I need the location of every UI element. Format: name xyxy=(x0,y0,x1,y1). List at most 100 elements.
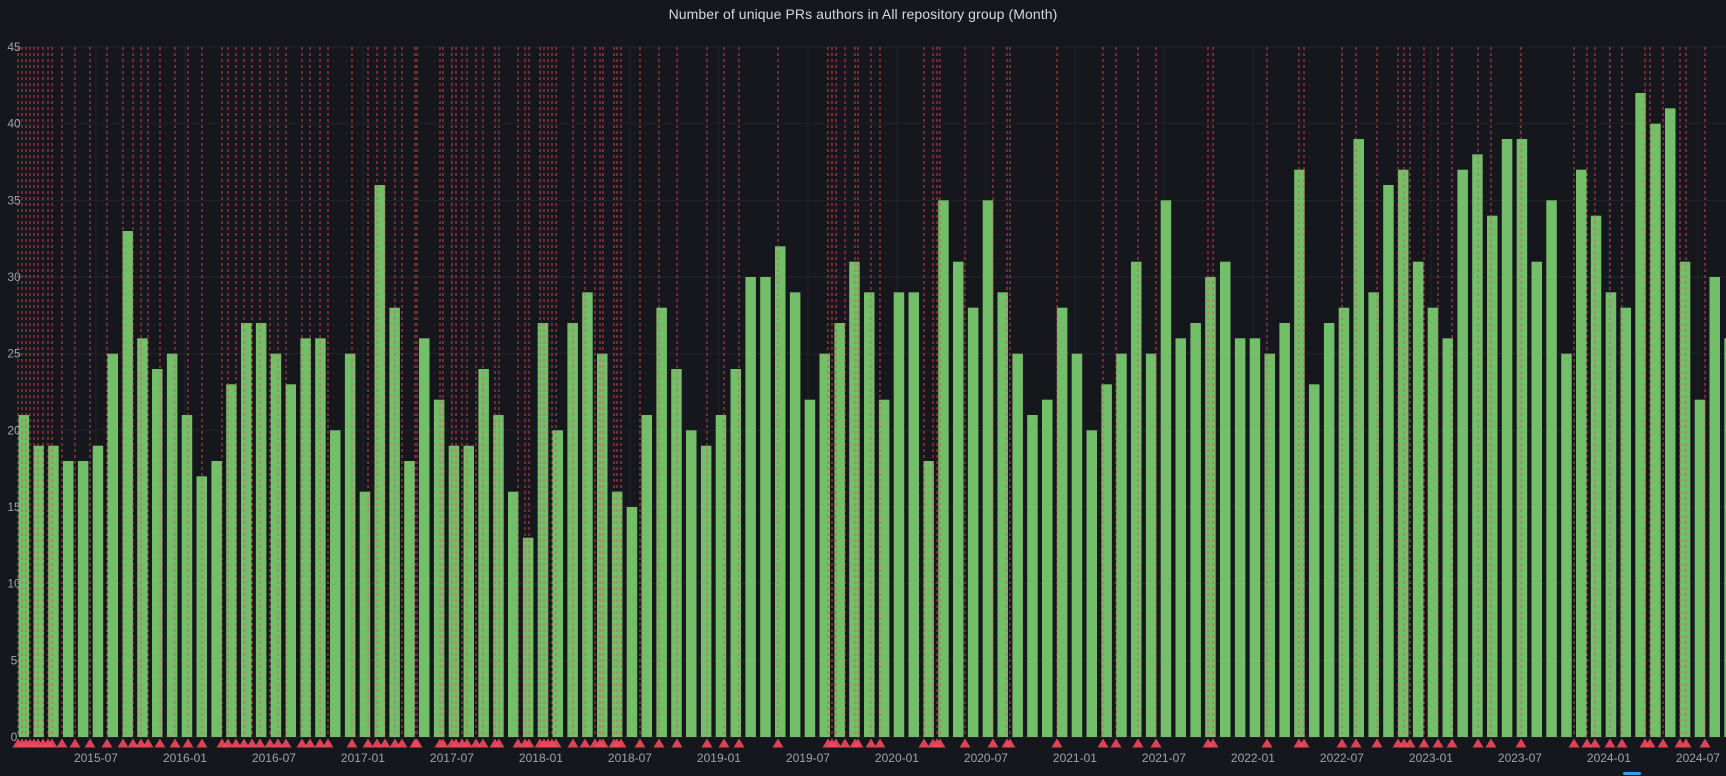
bar-2017-08[interactable]: 2017-08: 19 xyxy=(463,445,475,737)
annotation-marker-icon[interactable] xyxy=(512,738,524,748)
bar-2022-01[interactable]: 2022-01: 26 xyxy=(1249,338,1261,737)
annotation-marker-icon[interactable] xyxy=(772,738,784,748)
annotation-marker-icon[interactable] xyxy=(1432,738,1444,748)
annotation-marker-icon[interactable] xyxy=(830,738,842,748)
bar-2017-01[interactable]: 2017-01: 16 xyxy=(359,491,371,737)
annotation-marker-icon[interactable] xyxy=(154,738,166,748)
bar-2017-10[interactable]: 2017-10: 21 xyxy=(493,415,504,737)
bar-2017-09[interactable]: 2017-09: 24 xyxy=(478,369,489,737)
bar-2021-09[interactable]: 2021-09: 27 xyxy=(1190,323,1201,737)
bar-2021-08[interactable]: 2021-08: 26 xyxy=(1175,338,1187,737)
annotation-marker-icon[interactable] xyxy=(135,738,147,748)
bar-2017-07[interactable]: 2017-07: 19 xyxy=(448,445,460,737)
annotation-marker-icon[interactable] xyxy=(918,738,930,748)
bar-2022-07[interactable]: 2022-07: 28 xyxy=(1338,307,1350,737)
bar-2020-03[interactable]: 2020-03: 18 xyxy=(923,461,934,737)
bar-2015-05[interactable]: 2015-05: 18 xyxy=(63,461,74,737)
annotation-marker-icon[interactable] xyxy=(579,738,591,748)
annotation-marker-icon[interactable] xyxy=(597,738,609,748)
annotation-marker-icon[interactable] xyxy=(653,738,665,748)
annotation-marker-icon[interactable] xyxy=(296,738,308,748)
bar-2021-10[interactable]: 2021-10: 30 xyxy=(1205,277,1216,737)
bar-2019-01[interactable]: 2019-01: 21 xyxy=(715,415,727,737)
bar-2019-09[interactable]: 2019-09: 27 xyxy=(834,323,845,737)
annotation-marker-icon[interactable] xyxy=(1418,738,1430,748)
bar-2018-09[interactable]: 2018-09: 28 xyxy=(656,307,667,737)
bar-2022-06[interactable]: 2022-06: 27 xyxy=(1323,323,1335,737)
annotation-marker-icon[interactable] xyxy=(182,738,194,748)
bar-2023-04[interactable]: 2023-04: 38 xyxy=(1472,154,1483,738)
bar-2022-02[interactable]: 2022-02: 25 xyxy=(1264,353,1276,737)
annotation-marker-icon[interactable] xyxy=(1110,738,1122,748)
bar-2020-02[interactable]: 2020-02: 29 xyxy=(908,292,920,737)
annotation-marker-icon[interactable] xyxy=(671,738,683,748)
annotation-marker-icon[interactable] xyxy=(1699,738,1711,748)
annotation-marker-icon[interactable] xyxy=(550,738,562,748)
bar-2024-09[interactable]: 2024-09: 26 xyxy=(1724,338,1726,737)
bar-2024-01[interactable]: 2024-01: 29 xyxy=(1605,292,1617,737)
bar-2021-12[interactable]: 2021-12: 26 xyxy=(1234,338,1246,737)
annotation-marker-icon[interactable] xyxy=(379,738,391,748)
annotation-marker-icon[interactable] xyxy=(346,738,358,748)
bar-2023-05[interactable]: 2023-05: 34 xyxy=(1487,215,1498,737)
bar-2018-08[interactable]: 2018-08: 21 xyxy=(641,415,653,737)
bar-2019-10[interactable]: 2019-10: 31 xyxy=(849,261,860,737)
annotation-marker-icon[interactable] xyxy=(934,738,946,748)
bar-2024-02[interactable]: 2024-02: 28 xyxy=(1620,307,1632,737)
bar-2020-08[interactable]: 2020-08: 29 xyxy=(997,292,1009,737)
bar-2023-06[interactable]: 2023-06: 39 xyxy=(1501,139,1513,737)
bar-2020-05[interactable]: 2020-05: 31 xyxy=(953,261,964,737)
annotation-marker-icon[interactable] xyxy=(322,738,334,748)
bar-2015-04[interactable]: 2015-04: 19 xyxy=(48,445,59,737)
bar-2019-12[interactable]: 2019-12: 22 xyxy=(878,399,890,737)
annotation-marker-icon[interactable] xyxy=(1207,738,1219,748)
annotation-marker-icon[interactable] xyxy=(362,738,374,748)
bar-2021-02[interactable]: 2021-02: 20 xyxy=(1086,430,1098,737)
bar-2016-05[interactable]: 2016-05: 27 xyxy=(241,323,252,737)
bar-2017-12[interactable]: 2017-12: 13 xyxy=(522,537,534,737)
bar-2021-07[interactable]: 2021-07: 35 xyxy=(1160,200,1172,738)
bar-2020-10[interactable]: 2020-10: 21 xyxy=(1027,415,1038,737)
bar-2015-02[interactable]: 2015-02: 21 xyxy=(18,415,30,737)
annotation-marker-icon[interactable] xyxy=(304,738,316,748)
annotation-marker-icon[interactable] xyxy=(1485,738,1497,748)
bar-2015-09[interactable]: 2015-09: 33 xyxy=(122,231,133,737)
annotation-marker-icon[interactable] xyxy=(254,738,266,748)
horizontal-scrollbar-thumb[interactable] xyxy=(1623,772,1641,775)
bar-2018-12[interactable]: 2018-12: 19 xyxy=(700,445,712,737)
annotation-marker-icon[interactable] xyxy=(874,738,886,748)
bar-2023-07[interactable]: 2023-07: 39 xyxy=(1516,139,1528,737)
annotation-marker-icon[interactable] xyxy=(1350,738,1362,748)
bar-2015-11[interactable]: 2015-11: 24 xyxy=(152,369,163,737)
annotation-marker-icon[interactable] xyxy=(117,738,129,748)
annotation-marker-icon[interactable] xyxy=(411,738,423,748)
bar-2020-01[interactable]: 2020-01: 29 xyxy=(893,292,905,737)
annotation-marker-icon[interactable] xyxy=(987,738,999,748)
bar-2016-12[interactable]: 2016-12: 25 xyxy=(344,353,356,737)
bar-2020-12[interactable]: 2020-12: 28 xyxy=(1056,307,1068,737)
annotation-marker-icon[interactable] xyxy=(567,738,579,748)
bar-2019-08[interactable]: 2019-08: 25 xyxy=(819,353,831,737)
annotation-marker-icon[interactable] xyxy=(1051,738,1063,748)
annotation-marker-icon[interactable] xyxy=(56,738,68,748)
bar-2022-03[interactable]: 2022-03: 27 xyxy=(1279,323,1290,737)
annotation-marker-icon[interactable] xyxy=(701,738,713,748)
annotation-marker-icon[interactable] xyxy=(852,738,864,748)
annotation-marker-icon[interactable] xyxy=(314,738,326,748)
bar-2017-06[interactable]: 2017-06: 22 xyxy=(433,399,445,737)
bar-2018-11[interactable]: 2018-11: 20 xyxy=(686,430,697,737)
bar-2019-02[interactable]: 2019-02: 24 xyxy=(730,369,742,737)
annotation-marker-icon[interactable] xyxy=(733,738,745,748)
bar-2024-07[interactable]: 2024-07: 22 xyxy=(1694,399,1706,737)
annotation-marker-icon[interactable] xyxy=(1261,738,1273,748)
bar-2018-05[interactable]: 2018-05: 25 xyxy=(597,353,608,737)
bar-2022-05[interactable]: 2022-05: 23 xyxy=(1309,384,1320,737)
bar-2023-02[interactable]: 2023-02: 26 xyxy=(1442,338,1454,737)
bar-2015-08[interactable]: 2015-08: 25 xyxy=(107,353,119,737)
bar-2024-05[interactable]: 2024-05: 41 xyxy=(1665,108,1676,738)
bar-2019-04[interactable]: 2019-04: 30 xyxy=(760,277,771,737)
annotation-marker-icon[interactable] xyxy=(493,738,505,748)
bar-2018-07[interactable]: 2018-07: 15 xyxy=(626,507,638,737)
annotation-marker-icon[interactable] xyxy=(839,738,851,748)
annotation-marker-icon[interactable] xyxy=(1616,738,1628,748)
